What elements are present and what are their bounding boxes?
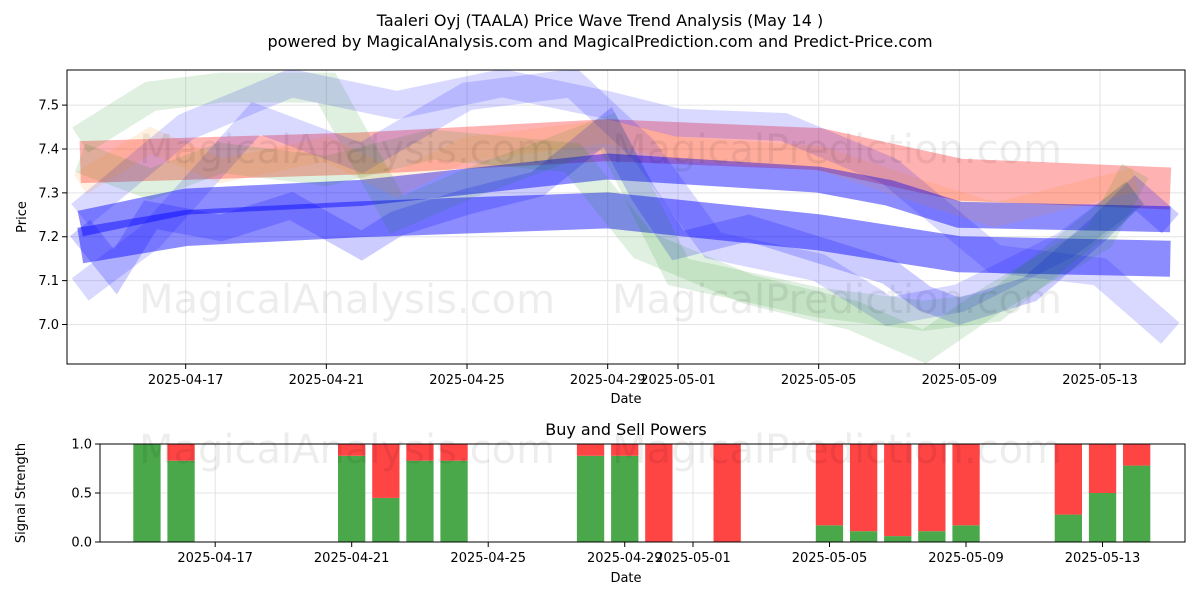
buy-bar <box>372 497 400 542</box>
chart-title: Taaleri Oyj (TAALA) Price Wave Trend Ana… <box>376 11 823 30</box>
price-grid <box>67 70 1185 364</box>
sell-bar <box>1088 444 1117 493</box>
powers-x-tick-label: 2025-05-09 <box>928 551 1004 566</box>
buy-bar <box>133 444 161 542</box>
price-band-1 <box>79 119 1172 210</box>
powers-x-tick-label: 2025-04-21 <box>314 551 390 566</box>
watermark-analysis-top: MagicalAnalysis.com <box>139 127 555 173</box>
powers-x-tick-label: 2025-04-17 <box>177 551 253 566</box>
price-band-7 <box>72 72 1145 331</box>
powers-watermark: MagicalAnalysis.com MagicalPrediction.co… <box>139 427 1062 473</box>
price-y-tick-label: 7.4 <box>38 142 59 157</box>
sell-bar <box>406 444 434 461</box>
buy-bar <box>815 525 844 542</box>
chart-subtitle: powered by MagicalAnalysis.com and Magic… <box>267 32 932 51</box>
powers-y-tick-label: 1.0 <box>71 438 92 453</box>
powers-bars <box>133 444 1151 542</box>
sell-bar <box>850 444 878 532</box>
sell-bar <box>372 444 400 498</box>
price-x-axis-label: Date <box>610 392 641 407</box>
watermark-prediction-top: MagicalPrediction.com <box>612 127 1062 173</box>
price-band-6 <box>71 70 1180 344</box>
sell-bar <box>338 444 366 456</box>
powers-x-tick-label: 2025-04-25 <box>450 551 526 566</box>
price-band-4 <box>70 106 1179 326</box>
sell-bar <box>167 444 195 461</box>
buy-sell-title: Buy and Sell Powers <box>545 420 707 439</box>
price-x-tick-label: 2025-04-17 <box>148 373 224 388</box>
price-y-tick-label: 7.1 <box>38 274 59 289</box>
powers-x-tick-label: 2025-05-05 <box>792 551 868 566</box>
buy-bar <box>850 531 878 542</box>
sell-bar <box>918 444 946 532</box>
sell-bar <box>440 444 468 461</box>
price-plot-frame <box>66 69 1186 365</box>
sell-bar <box>884 444 912 537</box>
price-x-ticks: 2025-04-17 2025-04-21 2025-04-25 2025-04-29… <box>148 364 1138 388</box>
buy-bar <box>952 525 980 542</box>
buy-bar <box>406 460 434 542</box>
price-bands <box>70 70 1180 364</box>
price-y-tick-label: 7.0 <box>38 318 59 333</box>
buy-bar <box>576 455 605 542</box>
price-y-tick-label: 7.5 <box>38 99 59 114</box>
buy-bar <box>1054 514 1082 542</box>
watermark-prediction-mid: MagicalPrediction.com <box>612 277 1062 323</box>
powers-x-axis-label: Date <box>610 571 641 586</box>
watermark-analysis-bottom: MagicalAnalysis.com <box>139 427 555 473</box>
buy-bar <box>338 455 366 542</box>
sell-bar <box>952 444 980 526</box>
price-x-tick-label: 2025-05-05 <box>781 373 857 388</box>
powers-y-tick-label: 0.5 <box>71 487 92 502</box>
buy-bar <box>918 531 946 542</box>
price-x-tick-label: 2025-04-25 <box>429 373 505 388</box>
price-band-8 <box>74 129 1149 364</box>
powers-x-ticks: 2025-04-17 2025-04-21 2025-04-25 2025-04-29… <box>177 542 1140 566</box>
price-y-tick-label: 7.2 <box>38 230 59 245</box>
sell-bar <box>713 444 741 542</box>
buy-bar <box>611 455 639 542</box>
price-y-tick-label: 7.3 <box>38 186 59 201</box>
powers-y-ticks: 0.0 0.5 1.0 <box>71 438 100 551</box>
powers-x-tick-label: 2025-05-01 <box>655 551 731 566</box>
price-x-tick-label: 2025-05-01 <box>640 373 716 388</box>
buy-bar <box>1123 465 1151 542</box>
price-band-2 <box>77 192 1171 277</box>
price-wave-chart: MagicalAnalysis.com MagicalPrediction.co… <box>15 69 1186 407</box>
sell-bar <box>645 444 673 542</box>
buy-bar <box>1088 493 1117 542</box>
sell-bar <box>1054 444 1082 515</box>
price-x-tick-label: 2025-05-09 <box>922 373 998 388</box>
price-band-3 <box>77 153 1171 237</box>
powers-y-axis-label: Signal Strength <box>14 443 29 543</box>
sell-bar <box>815 444 844 526</box>
sell-bar <box>611 444 639 456</box>
buy-bar <box>167 460 195 542</box>
price-x-tick-label: 2025-05-13 <box>1062 373 1138 388</box>
powers-x-tick-label: 2025-04-29 <box>587 551 663 566</box>
buy-sell-powers-chart: Buy and Sell Powers MagicalAnalysis.com … <box>14 420 1186 586</box>
buy-bar <box>884 536 912 542</box>
price-y-axis-label: Price <box>15 201 30 233</box>
price-band-5 <box>71 70 1144 327</box>
price-x-tick-label: 2025-04-21 <box>289 373 365 388</box>
price-band-9 <box>73 119 1139 228</box>
watermark-prediction-bottom: MagicalPrediction.com <box>612 427 1062 473</box>
price-y-ticks: 7.0 7.1 7.2 7.3 7.4 7.5 <box>38 99 67 333</box>
price-watermark: MagicalAnalysis.com MagicalPrediction.co… <box>139 127 1062 323</box>
sell-bar <box>576 444 605 456</box>
price-x-tick-label: 2025-04-29 <box>570 373 646 388</box>
watermark-analysis-mid: MagicalAnalysis.com <box>139 277 555 323</box>
powers-y-tick-label: 0.0 <box>71 536 92 551</box>
buy-bar <box>440 460 468 542</box>
powers-x-tick-label: 2025-05-13 <box>1065 551 1141 566</box>
sell-bar <box>1123 444 1151 466</box>
